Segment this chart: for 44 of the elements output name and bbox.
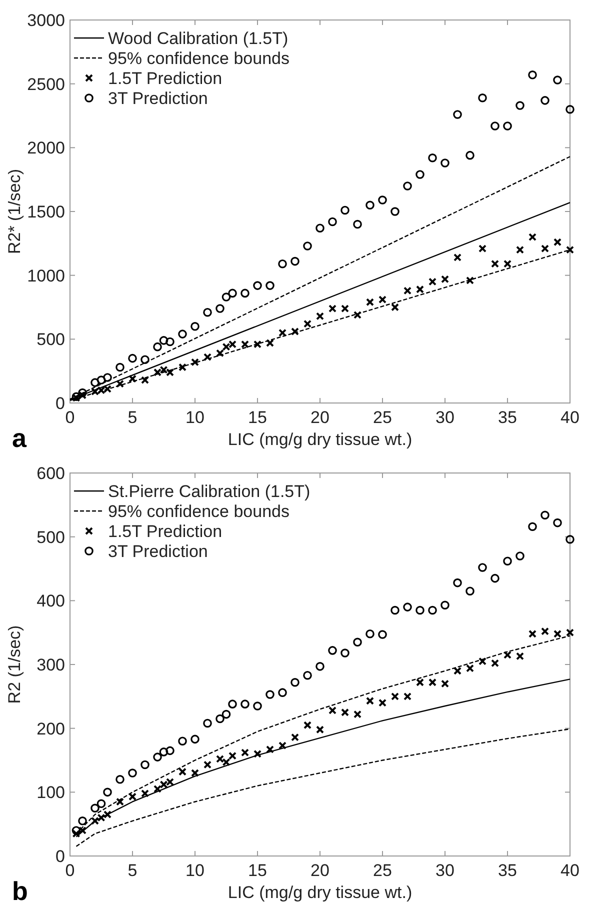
x-tick-label: 25 xyxy=(373,861,392,880)
y-tick-label: 2500 xyxy=(27,74,65,94)
y-tick-label: 2000 xyxy=(27,138,65,158)
legend-label: 95% confidence bounds xyxy=(108,49,290,68)
legend-label: St.Pierre Calibration (1.5T) xyxy=(108,482,310,501)
y-axis-title: R2* (1/sec) xyxy=(5,168,24,254)
legend-label: 3T Prediction xyxy=(108,89,208,108)
y-tick-label: 100 xyxy=(36,783,65,802)
y-tick-label: 1000 xyxy=(27,266,65,286)
x-tick-label: 20 xyxy=(310,861,330,880)
x-tick-label: 10 xyxy=(186,861,204,880)
y-tick-label: 300 xyxy=(36,656,65,674)
y-tick-label: 1500 xyxy=(27,202,65,222)
y-tick-label: 0 xyxy=(56,847,65,866)
legend-label: 1.5T Prediction xyxy=(108,69,222,88)
x-tick-label: 30 xyxy=(436,408,454,427)
text: a xyxy=(12,423,27,453)
x-tick-label: 10 xyxy=(186,408,204,427)
x-tick-label: 5 xyxy=(128,861,138,880)
x-axis-title: LIC (mg/g dry tissue wt.) xyxy=(228,883,412,902)
x-tick-label: 20 xyxy=(310,408,330,427)
x-tick-label: 15 xyxy=(248,408,267,427)
y-tick-label: 500 xyxy=(36,330,65,350)
legend-label: 95% confidence bounds xyxy=(108,502,290,521)
legend-label: 1.5T Prediction xyxy=(108,522,222,541)
y-tick-label: 0 xyxy=(56,394,65,413)
legend-label: 3T Prediction xyxy=(108,542,208,561)
x-tick-label: 30 xyxy=(436,861,454,880)
y-tick-label: 500 xyxy=(36,528,65,547)
x-tick-label: 40 xyxy=(560,408,580,427)
x-tick-label: 5 xyxy=(128,408,138,427)
y-tick-label: 3000 xyxy=(27,11,65,30)
y-axis-title: R2 (1/sec) xyxy=(5,625,24,704)
x-axis-title: LIC (mg/g dry tissue wt.) xyxy=(228,430,412,449)
y-tick-label: 400 xyxy=(36,592,65,611)
y-tick-label: 200 xyxy=(36,719,65,738)
x-tick-label: 35 xyxy=(498,408,517,427)
x-tick-label: 25 xyxy=(373,408,392,427)
y-tick-label: 600 xyxy=(36,464,65,483)
legend-label: Wood Calibration (1.5T) xyxy=(108,29,288,48)
x-tick-label: 35 xyxy=(498,861,517,880)
x-tick-label: 40 xyxy=(560,861,580,880)
text: b xyxy=(12,876,28,906)
x-tick-label: 15 xyxy=(248,861,267,880)
